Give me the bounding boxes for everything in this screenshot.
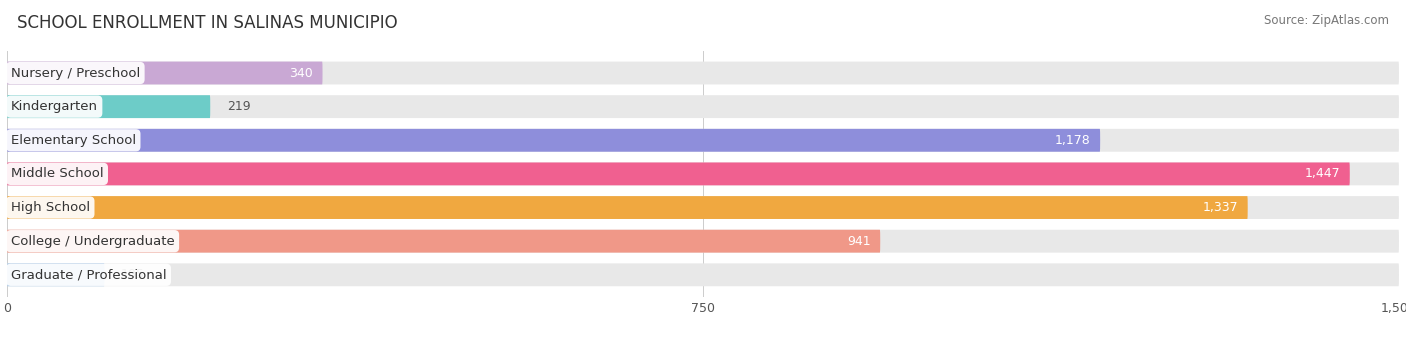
FancyBboxPatch shape (7, 162, 1399, 186)
FancyBboxPatch shape (7, 129, 1399, 152)
Text: High School: High School (11, 201, 90, 214)
FancyBboxPatch shape (7, 230, 880, 253)
Text: 105: 105 (121, 268, 145, 281)
Text: Nursery / Preschool: Nursery / Preschool (11, 66, 141, 79)
FancyBboxPatch shape (7, 62, 1399, 85)
Text: Source: ZipAtlas.com: Source: ZipAtlas.com (1264, 14, 1389, 27)
FancyBboxPatch shape (7, 62, 322, 85)
FancyBboxPatch shape (7, 263, 104, 286)
FancyBboxPatch shape (7, 162, 1350, 186)
Text: Graduate / Professional: Graduate / Professional (11, 268, 166, 281)
FancyBboxPatch shape (7, 263, 1399, 286)
Text: Elementary School: Elementary School (11, 134, 136, 147)
Text: 1,447: 1,447 (1305, 167, 1340, 180)
FancyBboxPatch shape (7, 196, 1399, 219)
FancyBboxPatch shape (7, 129, 1099, 152)
FancyBboxPatch shape (7, 95, 1399, 118)
Text: 941: 941 (848, 235, 870, 248)
Text: 219: 219 (226, 100, 250, 113)
FancyBboxPatch shape (7, 95, 211, 118)
FancyBboxPatch shape (7, 196, 1247, 219)
Text: College / Undergraduate: College / Undergraduate (11, 235, 174, 248)
Text: SCHOOL ENROLLMENT IN SALINAS MUNICIPIO: SCHOOL ENROLLMENT IN SALINAS MUNICIPIO (17, 14, 398, 32)
FancyBboxPatch shape (7, 230, 1399, 253)
Text: 1,337: 1,337 (1202, 201, 1239, 214)
Text: Kindergarten: Kindergarten (11, 100, 98, 113)
Text: 340: 340 (290, 66, 314, 79)
Text: 1,178: 1,178 (1054, 134, 1091, 147)
Text: Middle School: Middle School (11, 167, 104, 180)
